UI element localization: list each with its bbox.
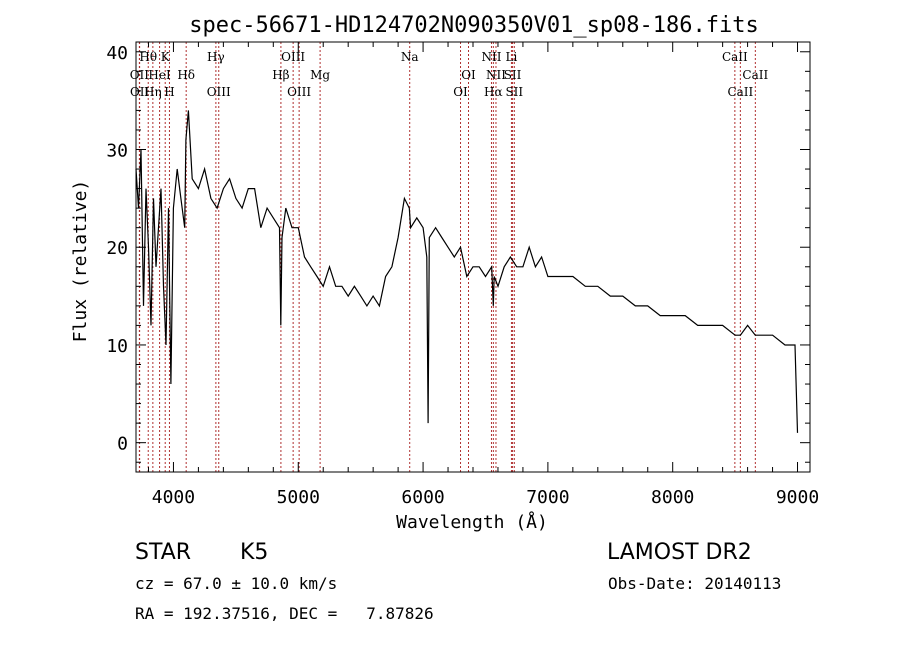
emission-line-label: Mg: [310, 68, 330, 82]
emission-line-label: Li: [506, 50, 518, 64]
y-tick-label: 0: [117, 434, 128, 455]
y-tick-label: 40: [106, 43, 128, 64]
emission-line-label: OII: [130, 68, 150, 82]
emission-line-label: Na: [401, 50, 419, 64]
emission-line-label: OIII: [287, 85, 311, 99]
x-axis: 4000 5000 6000 7000 8000 9000: [147, 42, 819, 508]
plot-frame: [135, 41, 811, 473]
x-tick-label: 7000: [526, 487, 569, 508]
chart-title: spec-56671-HD124702N090350V01_sp08-186.f…: [189, 13, 759, 38]
emission-line-label: Hδ: [177, 68, 195, 82]
spectrum-line: [135, 110, 799, 433]
redshift-cz: cz = 67.0 ± 10.0 km/s: [135, 574, 338, 593]
subclass: K5: [240, 540, 269, 565]
y-axis-label: Flux (relative): [70, 180, 91, 343]
survey-name: LAMOST DR2: [607, 540, 752, 565]
x-axis-label: Wavelength (Å): [396, 511, 548, 533]
emission-line-label: H: [164, 85, 174, 99]
y-tick-label: 10: [106, 336, 128, 357]
emission-line-label: OI: [461, 68, 476, 82]
emission-line-label: Hβ: [272, 68, 289, 82]
emission-line-label: Hγ: [207, 50, 225, 64]
coordinates: RA = 192.37516, DEC = 7.87826: [135, 604, 434, 623]
object-type: STAR: [135, 540, 192, 565]
emission-line-label: OII: [130, 85, 150, 99]
emission-line-label: NII: [486, 68, 506, 82]
emission-line-labels: Hθ OII OII K Hη HeI HHδ Hγ OIII Hβ OIII OIII Mg Na OI O…: [130, 50, 769, 99]
emission-line-label: SII: [504, 68, 522, 82]
y-axis: 0 10 20 30 40: [106, 43, 810, 463]
x-tick-label: 9000: [776, 487, 819, 508]
x-tick-label: 5000: [277, 487, 320, 508]
x-tick-label: 6000: [401, 487, 444, 508]
emission-line-markers: [138, 42, 756, 472]
observation-date: Obs-Date: 20140113: [608, 574, 782, 593]
emission-line-label: CaII: [722, 50, 748, 64]
emission-line-label: NII: [481, 50, 501, 64]
emission-line-label: Hα: [484, 85, 503, 99]
emission-line-label: CaII: [727, 85, 753, 99]
emission-line-label: SII: [505, 85, 523, 99]
emission-line-label: Hη: [144, 85, 162, 99]
emission-line-label: K: [161, 50, 171, 64]
emission-line-label: OIII: [281, 50, 305, 64]
emission-line-label: CaII: [742, 68, 768, 82]
y-tick-label: 30: [106, 141, 128, 162]
emission-line-label: OI: [453, 85, 468, 99]
y-tick-label: 20: [106, 238, 128, 259]
emission-line-label: OIII: [207, 85, 231, 99]
emission-line-label: Hθ: [139, 50, 157, 64]
x-tick-label: 4000: [152, 487, 195, 508]
emission-line-label: HeI: [148, 68, 171, 82]
x-tick-label: 8000: [651, 487, 694, 508]
